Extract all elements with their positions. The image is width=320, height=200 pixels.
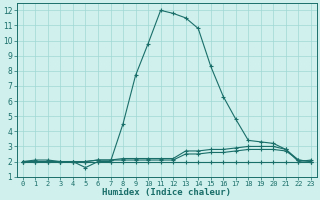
X-axis label: Humidex (Indice chaleur): Humidex (Indice chaleur) xyxy=(102,188,231,197)
